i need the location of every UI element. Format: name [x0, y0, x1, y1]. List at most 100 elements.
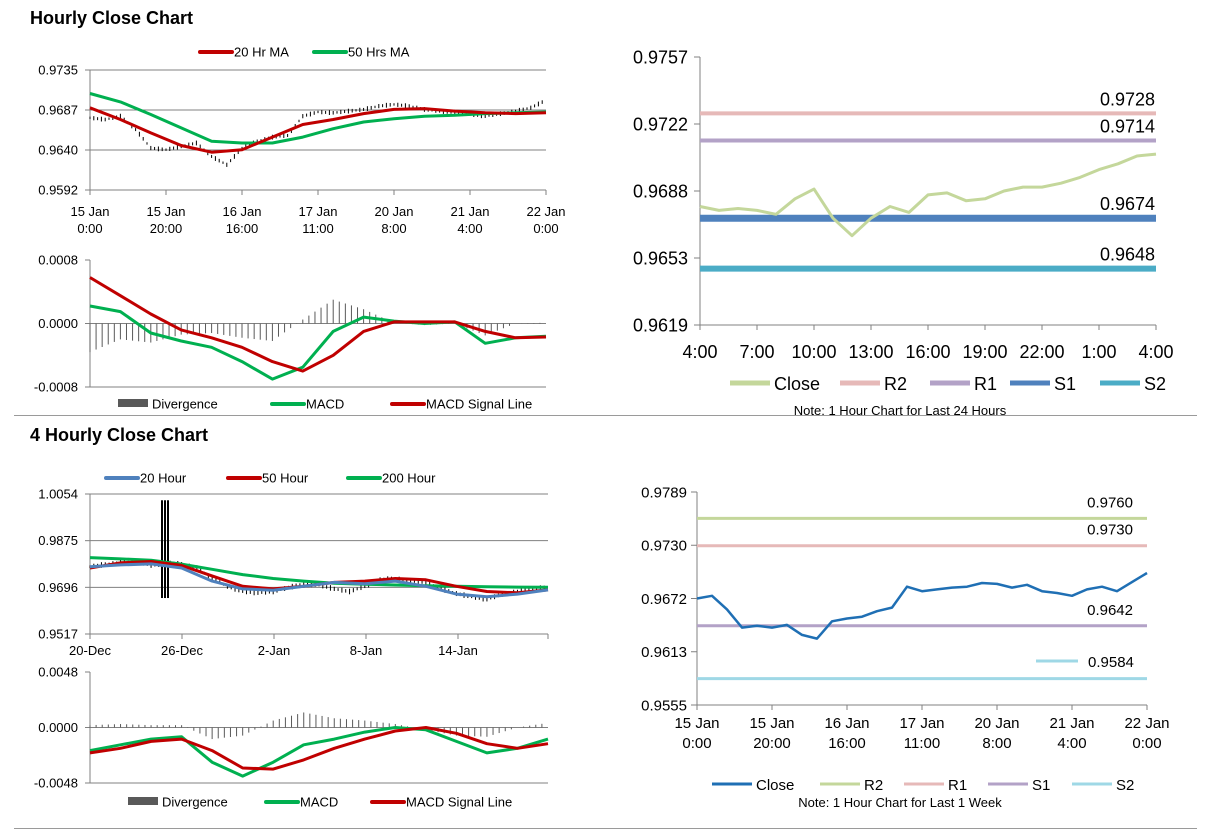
- h-levels-x-tick-label: 19:00: [962, 342, 1007, 362]
- q-levels-x-tick-label: 0:00: [1132, 735, 1161, 752]
- h-price-x-tick-label: 17 Jan: [298, 204, 337, 219]
- h-macd-y-tick-label: 0.0008: [38, 253, 78, 268]
- q-levels-r1-value-label: 0.9730: [1087, 522, 1133, 539]
- q-levels-legend-r2-label: R2: [864, 777, 883, 794]
- section-divider: [14, 415, 1197, 416]
- q-levels-legend-s1-label: S1: [1032, 777, 1050, 794]
- h-price-x-tick-label: 16 Jan: [222, 204, 261, 219]
- h-price-x-tick-label: 22 Jan: [526, 204, 565, 219]
- q-levels-s1-value-label: 0.9642: [1087, 602, 1133, 619]
- h-levels-x-tick-label: 7:00: [739, 342, 774, 362]
- h-levels-x-tick-label: 13:00: [848, 342, 893, 362]
- h-levels-x-tick-label: 1:00: [1081, 342, 1116, 362]
- h-levels-note: Note: 1 Hour Chart for Last 24 Hours: [794, 403, 1007, 418]
- h-price-x-tick-label: 0:00: [533, 221, 558, 236]
- q-levels-x-tick-label: 21 Jan: [1049, 715, 1094, 732]
- h-levels-y-tick-label: 0.9688: [633, 181, 688, 201]
- h-levels-legend-s1-label: S1: [1054, 374, 1076, 394]
- q-levels-y-tick-label: 0.9789: [641, 484, 687, 501]
- h-price-legend-50hrs-label: 50 Hrs MA: [348, 45, 410, 60]
- q-price-x-tick-label: 8-Jan: [350, 643, 383, 658]
- q-levels-y-tick-label: 0.9730: [641, 538, 687, 555]
- q-price-20hour-line: [89, 562, 549, 599]
- h-price-x-tick-label: 15 Jan: [146, 204, 185, 219]
- h-levels-s2-value-label: 0.9648: [1100, 245, 1155, 265]
- q-price-x-tick-label: 20-Dec: [69, 643, 111, 658]
- q-price-y-tick-label: 0.9875: [38, 533, 78, 548]
- h-levels-legend-r2-label: R2: [884, 374, 907, 394]
- q-levels-x-tick-label: 11:00: [904, 735, 940, 752]
- h-levels-x-tick-label: 16:00: [905, 342, 950, 362]
- q-levels-x-tick-label: 16 Jan: [824, 715, 869, 732]
- h-levels-x-tick-label: 10:00: [791, 342, 836, 362]
- h-price-legend-20hr-label: 20 Hr MA: [234, 45, 289, 60]
- h-price-y-tick-label: 0.9735: [38, 63, 78, 78]
- h-macd-legend-divergence-swatch: [118, 399, 148, 407]
- q-levels-legend-r1-label: R1: [948, 777, 967, 794]
- four-hourly-section-title: 4 Hourly Close Chart: [30, 425, 209, 445]
- h-price-x-tick-label: 8:00: [381, 221, 406, 236]
- h-levels-close-line: [699, 152, 1157, 238]
- q-levels-x-tick-label: 16:00: [828, 735, 866, 752]
- h-price-x-tick-label: 16:00: [226, 221, 259, 236]
- h-price-ma20-line: [89, 106, 547, 154]
- q-levels-legend-s2-label: S2: [1116, 777, 1134, 794]
- h-levels-legend-s2-label: S2: [1144, 374, 1166, 394]
- h-levels-x-tick-label: 22:00: [1019, 342, 1064, 362]
- h-price-ma50-line: [89, 92, 547, 145]
- q-price-legend-50hour-label: 50 Hour: [262, 471, 309, 486]
- h-price-x-tick-label: 4:00: [457, 221, 482, 236]
- h-price-x-tick-label: 21 Jan: [450, 204, 489, 219]
- q-macd-y-tick-label: 0.0000: [38, 720, 78, 735]
- h-price-x-tick-label: 11:00: [302, 221, 334, 236]
- q-price-y-tick-label: 0.9517: [38, 627, 78, 642]
- h-price-y-tick-label: 0.9687: [38, 103, 78, 118]
- h-levels-legend-r1-label: R1: [974, 374, 997, 394]
- q-macd-y-tick-label: -0.0048: [34, 776, 78, 791]
- h-levels-r1-value-label: 0.9714: [1100, 117, 1155, 137]
- bottom-divider: [14, 828, 1197, 829]
- q-levels-note: Note: 1 Hour Chart for Last 1 Week: [798, 795, 1002, 810]
- h-levels-r2-value-label: 0.9728: [1100, 89, 1155, 109]
- q-macd-legend-divergence-swatch: [128, 797, 158, 805]
- q-levels-r2-value-label: 0.9760: [1087, 494, 1133, 511]
- q-levels-close-line: [696, 571, 1148, 640]
- q-levels-y-tick-label: 0.9613: [641, 644, 687, 661]
- h-macd-y-tick-label: 0.0000: [38, 316, 78, 331]
- q-macd-legend-divergence-label: Divergence: [162, 795, 228, 810]
- q-macd-y-tick-label: 0.0048: [38, 665, 78, 680]
- q-price-x-tick-label: 2-Jan: [258, 643, 291, 658]
- q-price-y-tick-label: 1.0054: [38, 487, 78, 502]
- h-macd-legend-signal-label: MACD Signal Line: [426, 397, 532, 412]
- h-levels-y-tick-label: 0.9722: [633, 114, 688, 134]
- q-levels-s2-value-label: 0.9584: [1088, 654, 1134, 671]
- h-price-x-tick-label: 20:00: [150, 221, 183, 236]
- q-levels-x-tick-label: 8:00: [982, 735, 1011, 752]
- q-levels-x-tick-label: 15 Jan: [749, 715, 794, 732]
- q-levels-x-tick-label: 4:00: [1057, 735, 1086, 752]
- h-macd-signal-line: [89, 276, 547, 373]
- h-macd-macd-line: [89, 304, 547, 381]
- h-macd-legend-macd-label: MACD: [306, 397, 344, 412]
- h-macd-legend-divergence-label: Divergence: [152, 397, 218, 412]
- h-price-y-tick-label: 0.9592: [38, 183, 78, 198]
- q-levels-x-tick-label: 20 Jan: [974, 715, 1019, 732]
- q-macd-signal-line: [89, 726, 549, 771]
- q-price-legend-20hour-label: 20 Hour: [140, 471, 187, 486]
- h-levels-x-tick-label: 4:00: [1138, 342, 1173, 362]
- q-macd-legend-macd-label: MACD: [300, 795, 338, 810]
- h-levels-x-tick-label: 4:00: [682, 342, 717, 362]
- q-price-legend-200hour-label: 200 Hour: [382, 471, 436, 486]
- q-price-y-tick-label: 0.9696: [38, 580, 78, 595]
- q-levels-x-tick-label: 0:00: [682, 735, 711, 752]
- h-levels-y-tick-label: 0.9653: [633, 248, 688, 268]
- h-price-x-tick-label: 15 Jan: [70, 204, 109, 219]
- h-macd-y-tick-label: -0.0008: [34, 380, 78, 395]
- hourly-section-title: Hourly Close Chart: [30, 8, 194, 28]
- q-macd-macd-line: [89, 726, 549, 778]
- h-price-x-tick-label: 0:00: [77, 221, 102, 236]
- q-levels-x-tick-label: 22 Jan: [1124, 715, 1169, 732]
- q-levels-x-tick-label: 20:00: [753, 735, 791, 752]
- q-levels-legend-close-label: Close: [756, 777, 794, 794]
